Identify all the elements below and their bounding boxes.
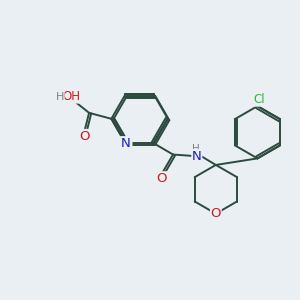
Text: N: N <box>121 137 130 150</box>
Text: N: N <box>122 138 132 151</box>
Text: H: H <box>192 145 200 154</box>
Text: O: O <box>211 207 221 220</box>
Text: N: N <box>192 149 202 163</box>
Text: OH: OH <box>62 90 80 103</box>
Text: Cl: Cl <box>253 93 265 106</box>
Text: H: H <box>56 92 64 101</box>
Text: O: O <box>80 130 90 142</box>
Text: O: O <box>156 172 166 185</box>
